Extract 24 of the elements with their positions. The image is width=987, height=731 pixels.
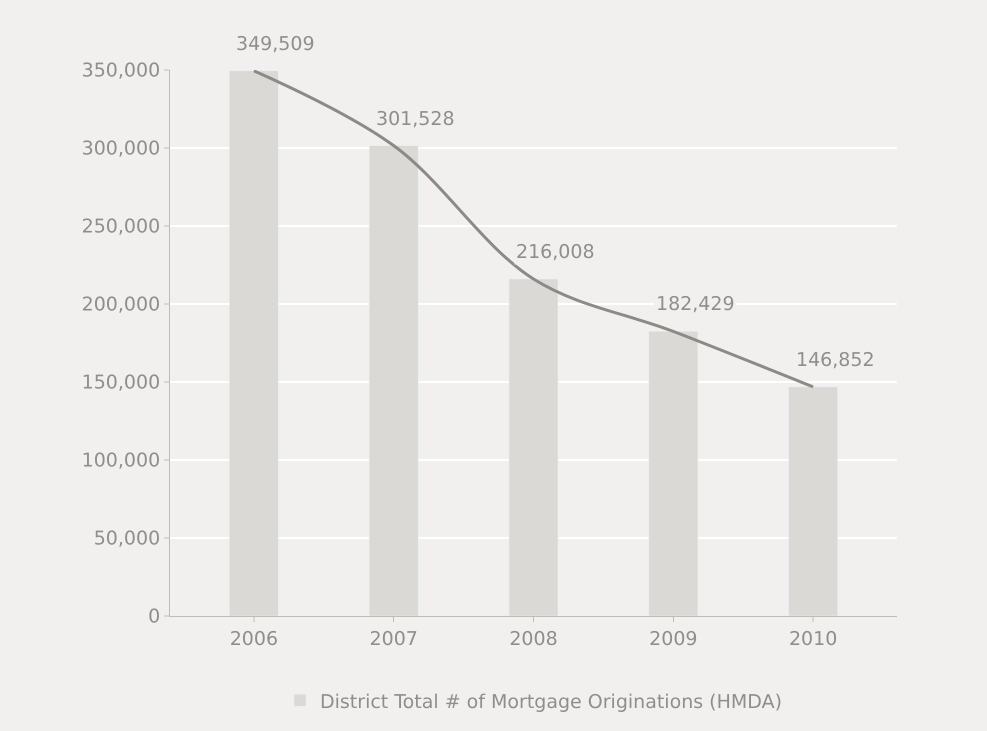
bar (788, 386, 838, 616)
y-tick-label: 350,000 (82, 60, 160, 82)
y-tick-label: 200,000 (82, 294, 160, 316)
x-tick-label: 2010 (788, 628, 838, 650)
data-label: 349,509 (236, 33, 315, 55)
y-tick-label: 50,000 (94, 528, 160, 550)
data-label: 216,008 (516, 241, 595, 263)
data-label: 182,429 (656, 293, 735, 315)
bar (648, 331, 698, 616)
y-tick-label: 300,000 (82, 138, 160, 160)
y-tick-label: 250,000 (82, 216, 160, 238)
x-tick-label: 2007 (370, 628, 418, 650)
data-label: 301,528 (376, 108, 455, 130)
bar (508, 278, 558, 616)
bar (229, 70, 279, 616)
x-tick-label: 2009 (649, 628, 698, 650)
bar (368, 145, 418, 616)
legend-label: District Total # of Mortgage Originations (HMDA) (320, 690, 782, 713)
y-tick-label: 150,000 (82, 372, 160, 394)
x-tick-label: 2008 (509, 628, 558, 650)
y-tick-label: 0 (148, 606, 160, 628)
x-tick-label: 2006 (230, 628, 278, 650)
data-label: 146,852 (796, 349, 875, 371)
y-tick-label: 100,000 (82, 450, 160, 472)
